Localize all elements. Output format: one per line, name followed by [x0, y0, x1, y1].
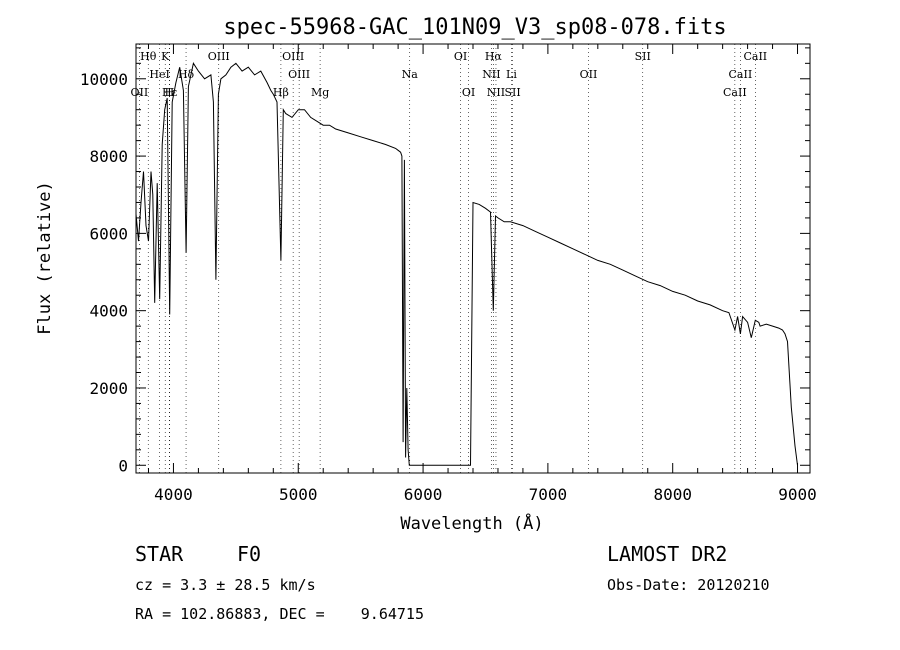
line-id-label: Mg: [311, 86, 329, 99]
y-tick-label: 4000: [89, 302, 128, 321]
line-id-label: CaII: [743, 50, 767, 63]
y-tick-label: 6000: [89, 224, 128, 243]
line-id-label: OIII: [282, 50, 304, 63]
y-tick-label: 2000: [89, 379, 128, 398]
x-axis-label: Wavelength (Å): [400, 512, 543, 534]
line-id-label: SII: [635, 50, 651, 63]
x-tick-label: 5000: [279, 485, 318, 504]
line-id-label: OI: [462, 86, 475, 99]
coordinates: RA = 102.86883, DEC = 9.64715: [135, 605, 424, 623]
x-tick-label: 7000: [529, 485, 568, 504]
line-id-label: SII: [504, 86, 520, 99]
y-axis-label: Flux (relative): [35, 181, 55, 335]
survey-name: LAMOST DR2: [607, 542, 728, 566]
y-tick-label: 10000: [80, 70, 128, 89]
line-id-label: K: [161, 50, 170, 63]
observation-date: Obs-Date: 20120210: [607, 576, 770, 594]
spectrum-line: [135, 62, 798, 466]
line-id-label: Li: [506, 68, 517, 81]
line-id-label: OII: [580, 68, 598, 81]
line-id-label: NII: [482, 68, 500, 81]
line-id-label: Hα: [485, 50, 503, 63]
chart-title: spec-55968-GAC_101N09_V3_sp08-078.fits: [223, 15, 726, 40]
y-tick-label: 0: [118, 456, 128, 475]
line-id-label: Hβ: [273, 86, 289, 99]
x-tick-label: 6000: [404, 485, 443, 504]
line-id-label: Na: [402, 68, 419, 81]
line-id-label: OIII: [208, 50, 230, 63]
x-tick-label: 9000: [778, 485, 817, 504]
line-id-label: NII: [487, 86, 505, 99]
y-tick-label: 8000: [89, 147, 128, 166]
x-tick-label: 4000: [154, 485, 193, 504]
line-id-label: CaII: [723, 86, 747, 99]
x-tick-label: 8000: [653, 485, 692, 504]
plot-frame: [135, 43, 811, 474]
redshift-cz: cz = 3.3 ± 28.5 km/s: [135, 576, 316, 594]
object-class: STAR: [135, 542, 184, 566]
line-id-label: Hθ: [140, 50, 157, 63]
line-id-label: OII: [131, 86, 149, 99]
line-id-label: CaII: [729, 68, 753, 81]
line-id-label: H: [165, 86, 175, 99]
line-id-label: HeI: [149, 68, 169, 81]
line-id-label: OIII: [288, 68, 310, 81]
object-subclass: F0: [237, 542, 262, 566]
line-id-label: OI: [454, 50, 467, 63]
